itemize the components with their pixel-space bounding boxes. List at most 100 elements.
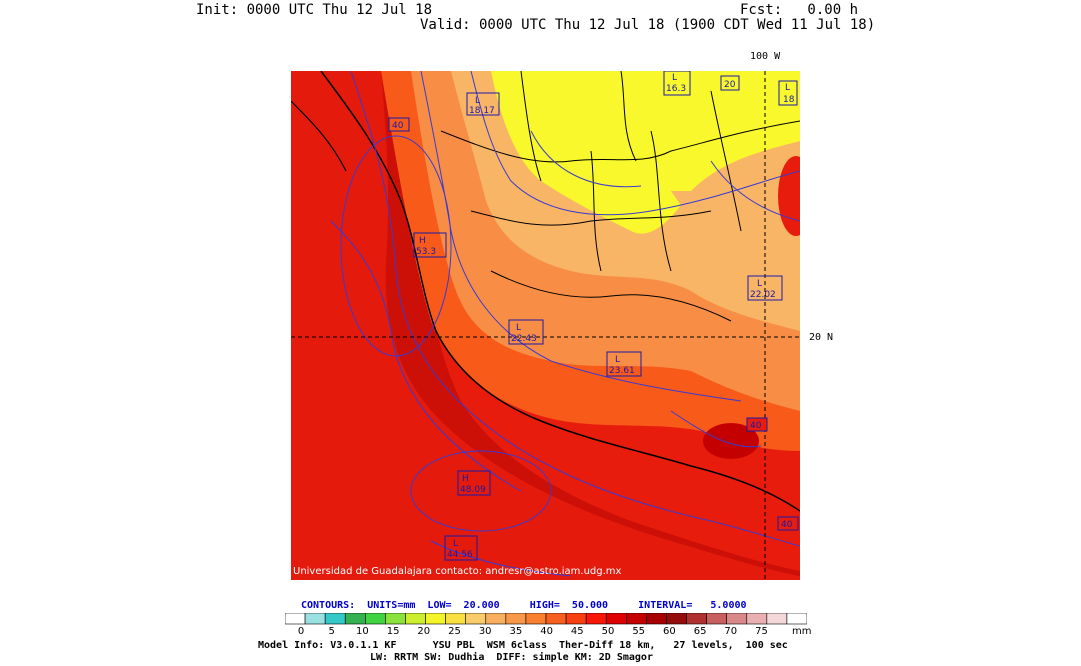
svg-text:40: 40 xyxy=(392,121,404,131)
svg-text:22.02: 22.02 xyxy=(750,290,776,300)
color-legend-swatch xyxy=(726,613,748,625)
offshore-band xyxy=(291,71,800,580)
latitude-label: 20 N xyxy=(809,332,834,343)
longitude-label: 100 W xyxy=(750,51,781,62)
color-legend-unit: mm xyxy=(792,626,812,637)
map-canvas: L 18.17 L 16.3 18 20 L 18 40 H 53.3 xyxy=(291,71,800,580)
color-legend-tick: 5 xyxy=(328,626,335,637)
pressure-label: H 48.09 xyxy=(457,470,491,496)
color-legend-swatch xyxy=(505,613,527,625)
svg-text:23.61: 23.61 xyxy=(609,366,635,376)
color-legend-tick: 40 xyxy=(540,626,553,637)
baja-coastline xyxy=(291,100,347,172)
state-border xyxy=(470,210,712,226)
color-legend-tick: 20 xyxy=(417,626,431,637)
pacific-coastline xyxy=(320,71,800,512)
svg-text:L: L xyxy=(672,73,677,83)
svg-text:40: 40 xyxy=(781,520,793,530)
contours-info: CONTOURS: UNITS=mm LOW= 20.000 HIGH= 50.… xyxy=(301,600,747,611)
color-legend-tick: 25 xyxy=(448,626,461,637)
pressure-label: L 16.3 xyxy=(663,71,691,96)
pressure-label: L 18 xyxy=(778,80,798,106)
pressure-label: 40 xyxy=(388,117,410,132)
color-legend-swatch xyxy=(465,613,487,625)
color-legend-tick: 60 xyxy=(663,626,676,637)
color-legend-swatch xyxy=(666,613,687,625)
svg-text:44.56: 44.56 xyxy=(447,550,473,560)
color-legend-tick: 35 xyxy=(509,626,523,637)
color-legend-tick: 55 xyxy=(632,626,646,637)
color-legend-swatch xyxy=(766,613,788,625)
color-legend-tick: 45 xyxy=(570,626,584,637)
pressure-label: 40 xyxy=(746,417,768,432)
color-legend-swatch xyxy=(605,613,627,625)
color-legend-swatch xyxy=(385,613,406,625)
pressure-label: L 22.02 xyxy=(747,275,783,301)
svg-text:L: L xyxy=(785,83,790,93)
oaxaca-moist-area xyxy=(703,423,759,459)
svg-text:L: L xyxy=(516,323,521,333)
svg-text:18.17: 18.17 xyxy=(469,106,495,116)
svg-text:22.43: 22.43 xyxy=(511,334,537,344)
color-legend-swatch xyxy=(425,613,446,625)
color-legend-swatch xyxy=(686,613,707,625)
color-legend-swatch xyxy=(405,613,426,625)
svg-text:48.09: 48.09 xyxy=(460,485,486,495)
pressure-label: 18 20 xyxy=(720,75,740,91)
state-border xyxy=(620,71,637,162)
valid-time: Valid: 0000 UTC Thu 12 Jul 18 (1900 CDT … xyxy=(420,17,876,33)
color-legend-tick: 0 xyxy=(297,626,305,637)
color-legend-tick: 65 xyxy=(693,626,707,637)
model-info-line1: Model Info: V3.0.1.1 KF YSU PBL WSM 6cla… xyxy=(258,640,788,651)
pressure-label: 40 xyxy=(777,516,799,531)
svg-text:L: L xyxy=(757,279,762,289)
color-legend-tick: 70 xyxy=(724,626,738,637)
color-legend-swatch xyxy=(304,613,326,625)
precipitable-water-map: L 18.17 L 16.3 18 20 L 18 40 H 53.3 xyxy=(291,71,800,580)
color-legend-swatch xyxy=(626,613,647,625)
color-legend-swatch xyxy=(365,613,386,625)
color-legend-swatch xyxy=(746,613,768,625)
color-legend-swatch xyxy=(565,613,587,625)
init-time: Init: 0000 UTC Thu 12 Jul 18 xyxy=(196,2,433,18)
pressure-label: L 23.61 xyxy=(606,351,642,377)
color-legend-swatch xyxy=(545,613,567,625)
model-info-line2: LW: RRTM SW: Dudhia DIFF: simple KM: 2D … xyxy=(370,652,653,663)
pressure-label: H 53.3 xyxy=(413,232,447,258)
state-border xyxy=(490,270,732,322)
map-credit: Universidad de Guadalajara contacto: and… xyxy=(293,566,622,577)
svg-text:18: 18 xyxy=(783,95,795,105)
color-legend-tick: 50 xyxy=(601,626,615,637)
color-legend-swatch xyxy=(525,613,547,625)
pressure-label: L 22.43 xyxy=(508,319,544,345)
color-legend-swatch xyxy=(585,613,607,625)
color-legend-bar xyxy=(285,613,807,625)
svg-text:16.3: 16.3 xyxy=(666,84,686,94)
svg-text:40: 40 xyxy=(750,421,762,431)
color-legend-swatch xyxy=(344,613,366,625)
color-legend-tick: 75 xyxy=(755,626,768,637)
state-border xyxy=(440,120,800,163)
svg-text:L: L xyxy=(475,96,480,106)
color-legend-tick: 10 xyxy=(356,626,369,637)
color-legend-tick: 15 xyxy=(386,626,400,637)
land-north-dry xyxy=(491,71,800,234)
color-legend-tick: 30 xyxy=(478,626,492,637)
land-east xyxy=(671,191,800,301)
pressure-label: L 44.56 xyxy=(444,535,478,561)
forecast-hour: Fcst: 0.00 h xyxy=(740,2,859,18)
svg-text:H: H xyxy=(419,236,426,246)
svg-text:20: 20 xyxy=(724,80,736,90)
color-legend-swatch xyxy=(324,613,346,625)
svg-text:L: L xyxy=(615,355,620,365)
color-legend-swatch xyxy=(285,613,306,625)
color-legend-swatch xyxy=(445,613,466,625)
svg-text:L: L xyxy=(453,539,458,549)
pressure-label: L 18.17 xyxy=(466,92,500,116)
svg-text:H: H xyxy=(462,474,469,484)
color-legend-swatch xyxy=(706,613,727,625)
color-legend-swatch xyxy=(485,613,507,625)
color-legend-swatch xyxy=(786,613,807,625)
state-border xyxy=(520,71,742,272)
color-legend-swatch xyxy=(646,613,667,625)
